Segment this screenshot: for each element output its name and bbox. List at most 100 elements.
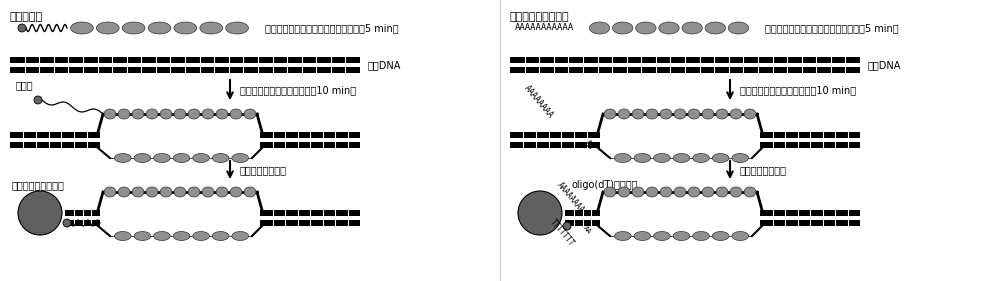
Bar [510,132,600,138]
Bar [510,57,860,63]
Ellipse shape [202,109,214,119]
Ellipse shape [200,22,223,34]
Ellipse shape [146,109,158,119]
Text: 单链修饰探针与重组酶复合物预结合（5 min）: 单链修饰探针与重组酶复合物预结合（5 min） [265,23,399,33]
Ellipse shape [160,109,172,119]
Text: 多聚脸氧腌苷酸修饰: 多聚脸氧腌苷酸修饰 [510,12,570,22]
Ellipse shape [674,187,686,197]
Ellipse shape [614,232,631,241]
Ellipse shape [154,232,170,241]
Text: 链霟亲和素磁珠捕获: 链霟亲和素磁珠捕获 [12,180,65,190]
Ellipse shape [613,22,633,34]
Ellipse shape [104,109,116,119]
Text: AA: AA [582,139,595,151]
Bar [760,132,860,138]
Ellipse shape [118,109,130,119]
Ellipse shape [682,22,702,34]
Ellipse shape [632,187,644,197]
Ellipse shape [114,232,131,241]
Text: AA: AA [582,225,592,235]
Ellipse shape [744,187,756,197]
Text: 生物素: 生物素 [16,80,34,90]
Ellipse shape [654,232,670,241]
Text: 重组酶复合物介导的链侵入（10 min）: 重组酶复合物介导的链侵入（10 min） [740,85,856,95]
Bar [65,210,100,216]
Ellipse shape [693,153,709,162]
Ellipse shape [673,232,690,241]
Ellipse shape [716,187,728,197]
Ellipse shape [244,187,256,197]
Ellipse shape [212,232,229,241]
Ellipse shape [132,187,144,197]
Ellipse shape [634,153,651,162]
Ellipse shape [636,22,656,34]
Ellipse shape [104,187,116,197]
Ellipse shape [160,187,172,197]
Bar [565,220,600,226]
Ellipse shape [244,109,256,119]
Circle shape [63,219,71,227]
Bar [10,57,360,63]
Circle shape [518,191,562,235]
Ellipse shape [154,153,170,162]
Ellipse shape [604,109,616,119]
Ellipse shape [71,22,93,34]
Text: 亲和介质捕获分离: 亲和介质捕获分离 [240,165,287,175]
Ellipse shape [646,187,658,197]
Text: 目标DNA: 目标DNA [368,60,401,70]
Ellipse shape [732,153,749,162]
Ellipse shape [705,22,725,34]
Ellipse shape [173,153,190,162]
Ellipse shape [96,22,119,34]
Bar [260,132,360,138]
Ellipse shape [173,232,190,241]
Circle shape [18,191,62,235]
Ellipse shape [674,109,686,119]
Text: 重组酶复合物介导的链侵入（10 min）: 重组酶复合物介导的链侵入（10 min） [240,85,356,95]
Ellipse shape [232,232,249,241]
Ellipse shape [688,187,700,197]
Ellipse shape [716,109,728,119]
Ellipse shape [659,22,679,34]
Circle shape [34,96,42,104]
Ellipse shape [702,187,714,197]
Ellipse shape [134,232,151,241]
Bar [760,210,860,216]
Ellipse shape [614,153,631,162]
Text: AAAAAAAAAAA: AAAAAAAAAAA [515,24,574,33]
Text: 亲和介质捕获分离: 亲和介质捕获分离 [740,165,787,175]
Ellipse shape [122,22,145,34]
Ellipse shape [146,187,158,197]
Bar [10,67,360,73]
Ellipse shape [174,22,197,34]
Ellipse shape [132,109,144,119]
Bar [10,142,100,148]
Bar [65,220,100,226]
Ellipse shape [188,109,200,119]
Ellipse shape [660,109,672,119]
Circle shape [18,24,26,32]
Bar [565,210,600,216]
Ellipse shape [174,187,186,197]
Text: 生物素修饰: 生物素修饰 [10,12,43,22]
Ellipse shape [193,232,209,241]
Text: TTTTTTT: TTTTTTT [548,218,576,248]
Ellipse shape [134,153,151,162]
Ellipse shape [118,187,130,197]
Ellipse shape [174,109,186,119]
Ellipse shape [230,109,242,119]
Ellipse shape [618,109,630,119]
Ellipse shape [634,232,651,241]
Ellipse shape [188,187,200,197]
Bar [260,210,360,216]
Text: 单链修饰探针与重组酶复合物预结合（5 min）: 单链修饰探针与重组酶复合物预结合（5 min） [765,23,899,33]
Ellipse shape [618,187,630,197]
Ellipse shape [604,187,616,197]
Bar [510,67,860,73]
Text: oligo(dT)磁珠捕获: oligo(dT)磁珠捕获 [572,180,639,190]
Ellipse shape [589,22,610,34]
Text: 目标DNA: 目标DNA [868,60,901,70]
Ellipse shape [732,232,749,241]
Bar [10,132,100,138]
Ellipse shape [632,109,644,119]
